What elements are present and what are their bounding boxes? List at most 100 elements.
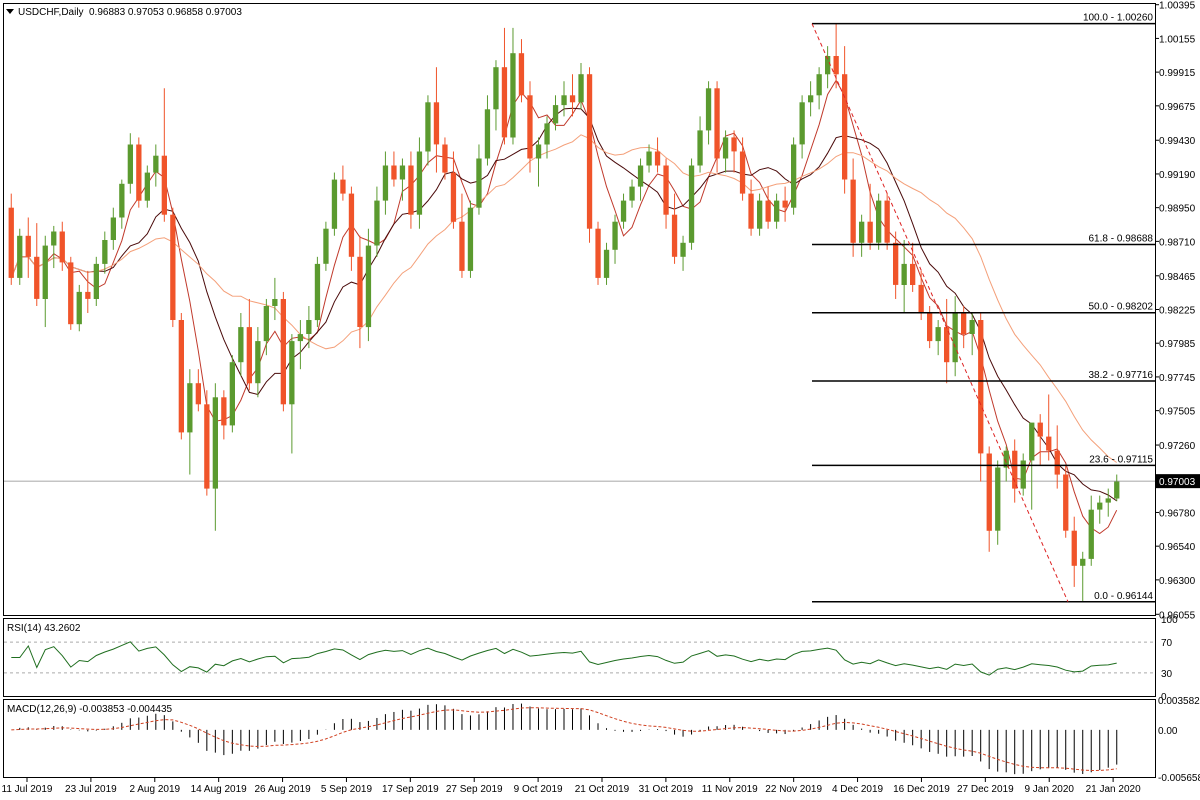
collapse-triangle-icon[interactable] xyxy=(6,9,14,14)
candle-body xyxy=(535,144,542,159)
candle-body xyxy=(978,320,984,454)
symbol-label: USDCHF,Daily xyxy=(18,7,84,18)
candle-body xyxy=(714,88,720,159)
rsi-tick-label: 0 xyxy=(1161,692,1167,703)
candle-body xyxy=(561,95,567,106)
fib-trend-line xyxy=(811,23,1069,602)
price-tick-label: 0.96300 xyxy=(1159,576,1196,587)
rsi-tick-label: 100 xyxy=(1161,615,1178,626)
candle-body xyxy=(927,313,933,342)
candle-body xyxy=(450,172,457,222)
candle-body xyxy=(25,235,31,257)
candle-body xyxy=(34,256,40,299)
candle-body xyxy=(187,383,193,433)
price-tick-label: 0.99430 xyxy=(1159,136,1196,147)
date-tick-label: 31 Oct 2019 xyxy=(639,784,694,795)
candle-body xyxy=(1012,450,1018,489)
price-tick-label: 0.98950 xyxy=(1159,204,1196,215)
fib-level-label: 100.0 - 1.00260 xyxy=(1083,13,1153,24)
candle-body xyxy=(705,88,712,131)
candle-body xyxy=(8,207,14,278)
macd-panel xyxy=(3,699,1156,778)
rsi-tick-label: 30 xyxy=(1161,669,1173,680)
macd-tick-label: 0.003582 xyxy=(1158,696,1200,707)
price-axis: 1.00395 1.00155 0.99915 0.99675 0.99430 0.991… xyxy=(1155,1,1200,621)
fib-level-label: 0.0 - 0.96144 xyxy=(1094,591,1153,602)
candle-body xyxy=(935,327,941,342)
candle-body xyxy=(348,193,355,257)
candle-body xyxy=(153,155,159,173)
current-price-tag xyxy=(1156,474,1200,489)
candle-body xyxy=(944,327,950,363)
candle-body xyxy=(663,165,669,215)
candle-body xyxy=(459,221,465,271)
candle-body xyxy=(1037,422,1043,437)
candle-body xyxy=(306,320,312,334)
candle-body xyxy=(654,151,661,166)
candle-body xyxy=(493,67,499,110)
candle-body xyxy=(399,165,406,180)
candle-body xyxy=(774,200,780,222)
candle-body xyxy=(442,144,448,173)
candle-body xyxy=(391,165,397,180)
candle-body xyxy=(884,200,890,243)
candle-body xyxy=(467,207,474,271)
candle-body xyxy=(578,74,584,103)
candle-body xyxy=(1080,558,1086,566)
candle-body xyxy=(586,74,593,229)
date-tick-label: 27 Sep 2019 xyxy=(446,784,503,795)
candle-body xyxy=(782,200,788,208)
candle-body xyxy=(595,228,601,278)
candle-body xyxy=(382,165,389,201)
date-tick-label: 21 Oct 2019 xyxy=(575,784,630,795)
current-price-label: 0.97003 xyxy=(1159,477,1196,488)
macd-tick-label: 0.00 xyxy=(1158,726,1178,737)
fib-level-label: 50.0 - 0.98202 xyxy=(1089,302,1154,313)
date-tick-label: 16 Dec 2019 xyxy=(893,784,950,795)
candle-body xyxy=(952,313,958,363)
candle-body xyxy=(136,144,142,201)
price-tick-label: 1.00395 xyxy=(1159,1,1196,12)
price-tick-label: 0.99190 xyxy=(1159,170,1196,181)
candle-body xyxy=(408,165,414,215)
candle-body xyxy=(569,95,576,103)
candle-body xyxy=(901,263,907,285)
candle-body xyxy=(238,327,244,363)
candle-body xyxy=(289,341,295,405)
price-tick-label: 0.96055 xyxy=(1159,610,1196,621)
candle-body xyxy=(59,231,65,263)
candle-body xyxy=(246,327,252,384)
price-tick-label: 0.98710 xyxy=(1159,237,1196,248)
moving-average-line xyxy=(10,79,1118,535)
date-tick-label: 5 Sep 2019 xyxy=(321,784,373,795)
rsi-line xyxy=(11,641,1117,676)
candle-body xyxy=(612,221,618,250)
date-tick-label: 17 Sep 2019 xyxy=(382,784,439,795)
price-tick-label: 0.97745 xyxy=(1159,373,1196,384)
candle-body xyxy=(1105,498,1111,503)
candle-body xyxy=(1003,450,1009,468)
candle-body xyxy=(671,214,678,257)
candle-body xyxy=(17,235,23,278)
candle-body xyxy=(1029,422,1035,461)
candle-body xyxy=(195,383,201,405)
fibonacci-levels: 100.0 - 1.00260 61.8 - 0.98688 50.0 - 0.98… xyxy=(811,13,1155,603)
candle-body xyxy=(297,334,303,342)
date-tick-label: 4 Dec 2019 xyxy=(832,784,884,795)
candle-body xyxy=(102,240,108,264)
candle-body xyxy=(833,56,839,75)
date-tick-label: 22 Nov 2019 xyxy=(765,784,822,795)
candle-body xyxy=(765,200,771,222)
candle-body xyxy=(93,263,99,299)
candle-body xyxy=(688,165,695,243)
candle-body xyxy=(842,74,848,180)
date-tick-label: 9 Oct 2019 xyxy=(514,784,563,795)
candle-body xyxy=(791,144,797,208)
candle-body xyxy=(527,95,533,159)
candle-body xyxy=(510,53,516,138)
candle-body xyxy=(110,217,116,240)
candle-body xyxy=(918,284,924,313)
price-tick-label: 1.00155 xyxy=(1159,34,1196,45)
candle-body xyxy=(314,263,321,321)
